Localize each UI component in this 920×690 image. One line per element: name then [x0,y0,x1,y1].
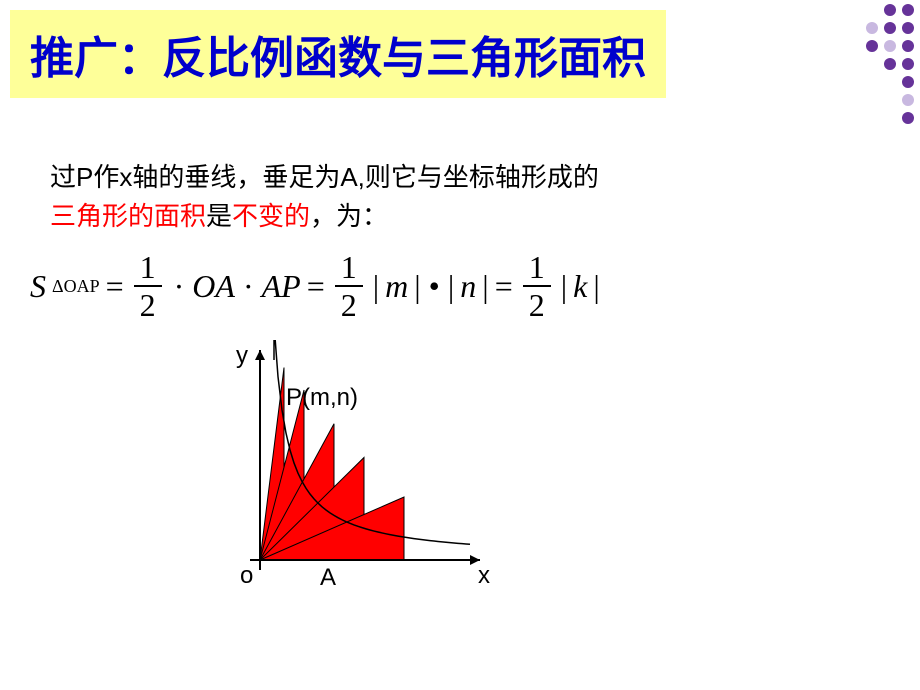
frac3: 1 2 [523,251,551,321]
x-axis-label: x [478,562,490,590]
decorative-dots [820,0,920,130]
is-text: 是 [206,201,232,231]
chart-svg [210,340,510,620]
formula-S: S [30,268,46,305]
comma-for: ，为： [310,201,388,231]
chart-diagram: y x o A P(m,n) [210,340,510,620]
OA: OA [192,268,235,305]
cdot2: · [243,268,254,305]
bar1: | [373,268,379,305]
AP: AP [262,268,301,305]
formula-sub: ΔOAP [52,276,100,297]
bullet: • [429,268,440,305]
bar5: | [561,268,567,305]
triangle-area-text: 三角形的面积 [50,201,206,231]
m: m [385,268,408,305]
body-line1: 过P作x轴的垂线，垂足为A,则它与坐标轴形成的 [50,162,599,192]
y-axis-label: y [236,342,248,370]
n: n [460,268,476,305]
origin-label: o [240,562,253,590]
invariant-text: 不变的 [232,201,310,231]
P-label: P(m,n) [286,384,358,412]
formula-area: SΔOAP = 1 2 · OA · AP = 1 2 | m | • | n … [30,251,920,321]
frac2: 1 2 [335,251,363,321]
eq2: = [307,268,325,305]
eq3: = [495,268,513,305]
bar3: | [448,268,454,305]
frac1: 1 2 [134,251,162,321]
page-title: 推广：反比例函数与三角形面积 [30,34,646,83]
body-paragraph: 过P作x轴的垂线，垂足为A,则它与坐标轴形成的 三角形的面积是不变的，为： [50,158,920,236]
eq1: = [106,268,124,305]
title-bar: 推广：反比例函数与三角形面积 [10,10,666,98]
A-label: A [320,564,336,592]
bar4: | [482,268,488,305]
k: k [573,268,587,305]
cdot1: · [174,268,185,305]
bar6: | [593,268,599,305]
bar2: | [414,268,420,305]
